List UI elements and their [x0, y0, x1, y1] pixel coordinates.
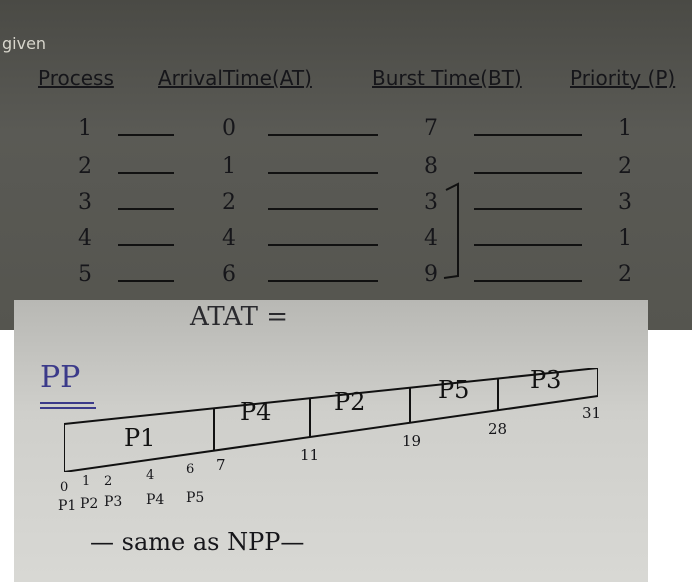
- gantt-arrival-time: 0: [60, 480, 69, 495]
- header-process: Process: [38, 66, 114, 90]
- gantt-arrival-process: P4: [146, 492, 165, 508]
- row-dash: [118, 134, 174, 136]
- row-dash: [268, 172, 378, 174]
- row-dash: [474, 208, 582, 210]
- cell-p: 1: [618, 226, 632, 251]
- given-label: given: [2, 34, 47, 53]
- cell-bt: 4: [424, 226, 438, 251]
- row-dash: [474, 280, 582, 282]
- cell-process: 5: [78, 262, 92, 287]
- gantt-block-label: P2: [334, 388, 365, 416]
- gantt-arrival-time: 2: [104, 474, 113, 489]
- footer-note: — same as NPP—: [90, 528, 305, 556]
- pp-underline: [40, 402, 94, 404]
- cell-process: 3: [78, 190, 92, 215]
- notebook-photo-bottom: [14, 300, 648, 582]
- header-priority: Priority (P): [570, 66, 676, 90]
- row-dash: [474, 134, 582, 136]
- cell-p: 3: [618, 190, 632, 215]
- row-dash: [118, 172, 174, 174]
- header-burst-time: Burst Time(BT): [372, 66, 522, 90]
- gantt-time-label: 31: [582, 404, 602, 422]
- cell-process: 2: [78, 154, 92, 179]
- gantt-arrival-process: P2: [80, 496, 99, 512]
- pp-label: PP: [40, 360, 81, 395]
- gantt-chart: P1 P4 P2 P5 P3: [64, 368, 598, 472]
- gantt-block-label: P4: [240, 398, 271, 426]
- row-dash: [118, 244, 174, 246]
- notebook-photo-top: [0, 0, 692, 330]
- atat-label: ATAT =: [190, 302, 289, 332]
- cell-p: 2: [618, 262, 632, 287]
- gantt-arrival-process: P1: [58, 498, 77, 514]
- gantt-time-label: 7: [216, 456, 226, 474]
- cell-p: 2: [618, 154, 632, 179]
- gantt-block-label: P5: [438, 376, 469, 404]
- gantt-arrival-time: 4: [146, 468, 155, 483]
- cell-at: 0: [222, 116, 236, 141]
- row-dash: [268, 134, 378, 136]
- gantt-block-label: P1: [124, 424, 155, 452]
- gantt-time-label: 19: [402, 432, 422, 450]
- gantt-time-label: 11: [300, 446, 320, 464]
- row-dash: [474, 244, 582, 246]
- row-dash: [474, 172, 582, 174]
- gantt-arrival-process: P3: [104, 494, 123, 510]
- row-dash: [268, 244, 378, 246]
- gantt-arrival-time: 1: [82, 474, 91, 489]
- gantt-bottom-edge: [64, 395, 598, 472]
- row-dash: [118, 208, 174, 210]
- cell-bt: 8: [424, 154, 438, 179]
- header-arrival-time: ArrivalTime(AT): [158, 66, 312, 90]
- cell-bt: 9: [424, 262, 438, 287]
- pp-underline-2: [40, 407, 96, 409]
- row-dash: [268, 280, 378, 282]
- cell-at: 4: [222, 226, 236, 251]
- cell-bt: 3: [424, 190, 438, 215]
- cell-at: 1: [222, 154, 236, 179]
- cell-at: 6: [222, 262, 236, 287]
- cell-bt: 7: [424, 116, 438, 141]
- gantt-top-edge: [64, 368, 598, 425]
- cell-p: 1: [618, 116, 632, 141]
- gantt-block-label: P3: [530, 368, 561, 394]
- gantt-arrival-time: 6: [186, 462, 195, 477]
- gantt-time-label: 28: [488, 420, 508, 438]
- cell-process: 4: [78, 226, 92, 251]
- row-dash: [118, 280, 174, 282]
- row-dash: [268, 208, 378, 210]
- bracket-mark: [443, 182, 459, 279]
- cell-at: 2: [222, 190, 236, 215]
- gantt-arrival-process: P5: [186, 490, 205, 506]
- cell-process: 1: [78, 116, 92, 141]
